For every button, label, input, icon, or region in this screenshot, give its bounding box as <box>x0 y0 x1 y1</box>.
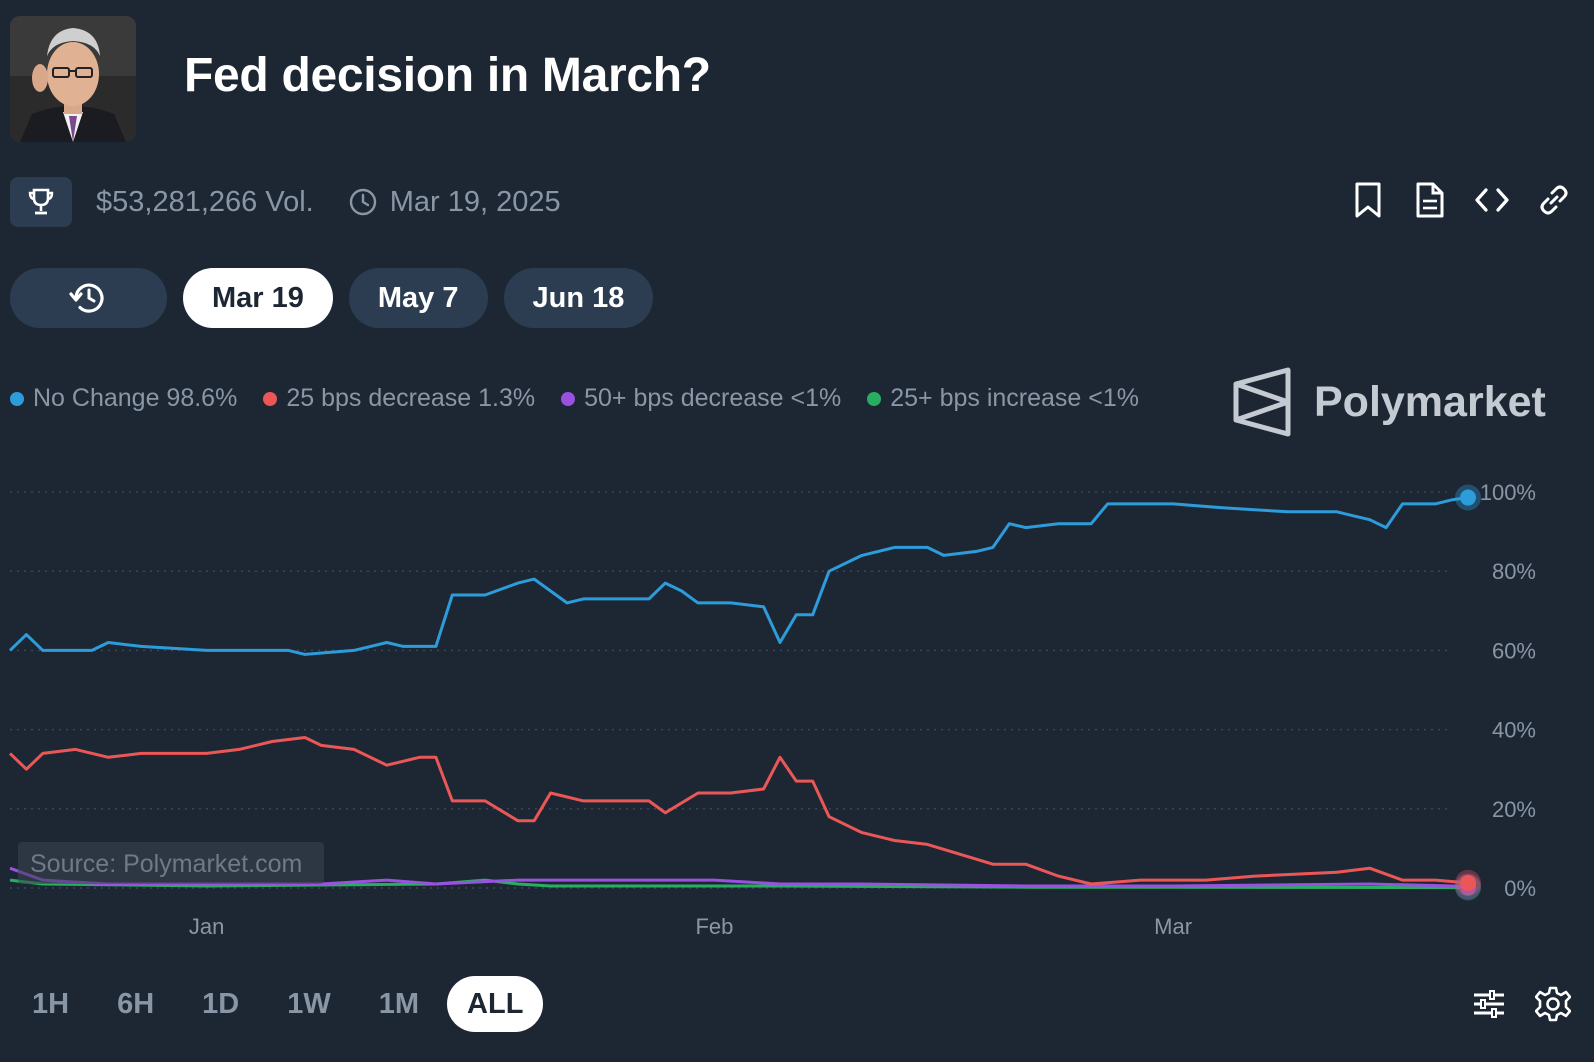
brand-name: Polymarket <box>1314 377 1546 426</box>
chart-legend: No Change 98.6% 25 bps decrease 1.3% 50+… <box>10 384 1139 413</box>
header-toolbar <box>1350 180 1572 220</box>
range-6h[interactable]: 6H <box>117 987 155 1020</box>
history-button[interactable] <box>10 268 167 328</box>
y-tick-label: 80% <box>1492 559 1536 584</box>
legend-item-50-bps-decrease: 50+ bps decrease <1% <box>561 384 841 413</box>
clock-icon <box>349 188 376 216</box>
embed-code-icon <box>1475 188 1509 212</box>
range-1w[interactable]: 1W <box>287 987 331 1020</box>
chart-tools <box>1470 984 1572 1024</box>
gear-icon <box>1535 986 1571 1022</box>
chart-grid <box>10 491 1450 889</box>
history-icon <box>68 283 104 313</box>
source-watermark: Source: Polymarket.com <box>18 842 324 884</box>
legend-dot <box>10 391 24 406</box>
x-tick-label: Jan <box>189 914 224 939</box>
range-1m[interactable]: 1M <box>378 987 420 1020</box>
y-tick-label: 100% <box>1480 480 1536 505</box>
legend-label: 25 bps decrease 1.3% <box>286 384 536 412</box>
legend-dot <box>867 391 882 406</box>
tab-may-7[interactable]: May 7 <box>348 268 488 328</box>
legend-label: No Change 98.6% <box>33 384 238 412</box>
end-date-text: Mar 19, 2025 <box>389 185 561 218</box>
polymarket-logo: Polymarket <box>1232 366 1546 438</box>
watermark-text: Source: Polymarket.com <box>30 850 302 878</box>
price-history-chart[interactable]: 100% 80% 60% 40% 20% 0% Jan Feb Mar Source: Pol… <box>0 440 1594 960</box>
y-tick-label: 60% <box>1492 638 1536 663</box>
market-avatar <box>10 16 136 142</box>
series-line-25-bps-decrease <box>8 736 1469 886</box>
y-tick-label: 0% <box>1504 876 1536 901</box>
legend-dot <box>263 391 278 406</box>
time-range-selector: 1H 6H 1D 1W 1M ALL <box>12 976 544 1032</box>
document-icon <box>1416 182 1444 218</box>
bookmark-button[interactable] <box>1350 180 1386 220</box>
legend-dot <box>561 391 576 406</box>
legend-item-25-bps-decrease: 25 bps decrease 1.3% <box>263 384 535 413</box>
page-title: Fed decision in March? <box>184 49 711 102</box>
x-axis-labels: Jan Feb Mar <box>189 914 1192 939</box>
series-line-no-change <box>8 496 1469 656</box>
date-tabs: Mar 19 May 7 Jun 18 <box>10 268 654 328</box>
sliders-icon <box>1474 990 1504 1018</box>
copy-link-button[interactable] <box>1536 180 1572 220</box>
rules-document-button[interactable] <box>1412 180 1448 220</box>
trophy-icon <box>28 188 54 215</box>
range-all[interactable]: ALL <box>447 976 544 1032</box>
trophy-badge[interactable] <box>10 177 72 227</box>
y-tick-label: 20% <box>1492 797 1536 822</box>
y-axis-labels: 100% 80% 60% 40% 20% 0% <box>1480 480 1536 901</box>
volume-text: $53,281,266 Vol. <box>96 185 314 218</box>
tab-mar-19[interactable]: Mar 19 <box>183 268 333 328</box>
bookmark-icon <box>1355 182 1381 218</box>
chart-filters-button[interactable] <box>1470 984 1508 1024</box>
series-end-marker <box>1460 489 1476 506</box>
legend-label: 25+ bps increase <1% <box>890 384 1140 412</box>
legend-label: 50+ bps decrease <1% <box>584 384 842 412</box>
x-tick-label: Mar <box>1154 914 1192 939</box>
range-1h[interactable]: 1H <box>32 987 70 1020</box>
polymarket-logo-icon <box>1233 367 1291 437</box>
tab-jun-18[interactable]: Jun 18 <box>503 268 654 328</box>
link-icon <box>1540 185 1568 215</box>
legend-item-no-change: No Change 98.6% <box>10 384 237 413</box>
chart-settings-button[interactable] <box>1534 984 1572 1024</box>
x-tick-label: Feb <box>695 914 733 939</box>
market-meta: $53,281,266 Vol. Mar 19, 2025 <box>10 176 561 228</box>
y-tick-label: 40% <box>1492 718 1536 743</box>
series-end-marker <box>1460 874 1476 891</box>
legend-item-25-bps-increase: 25+ bps increase <1% <box>867 384 1139 413</box>
chart-series <box>8 484 1481 901</box>
embed-button[interactable] <box>1474 180 1510 220</box>
portrait-image <box>10 16 136 142</box>
range-1d[interactable]: 1D <box>202 987 240 1020</box>
